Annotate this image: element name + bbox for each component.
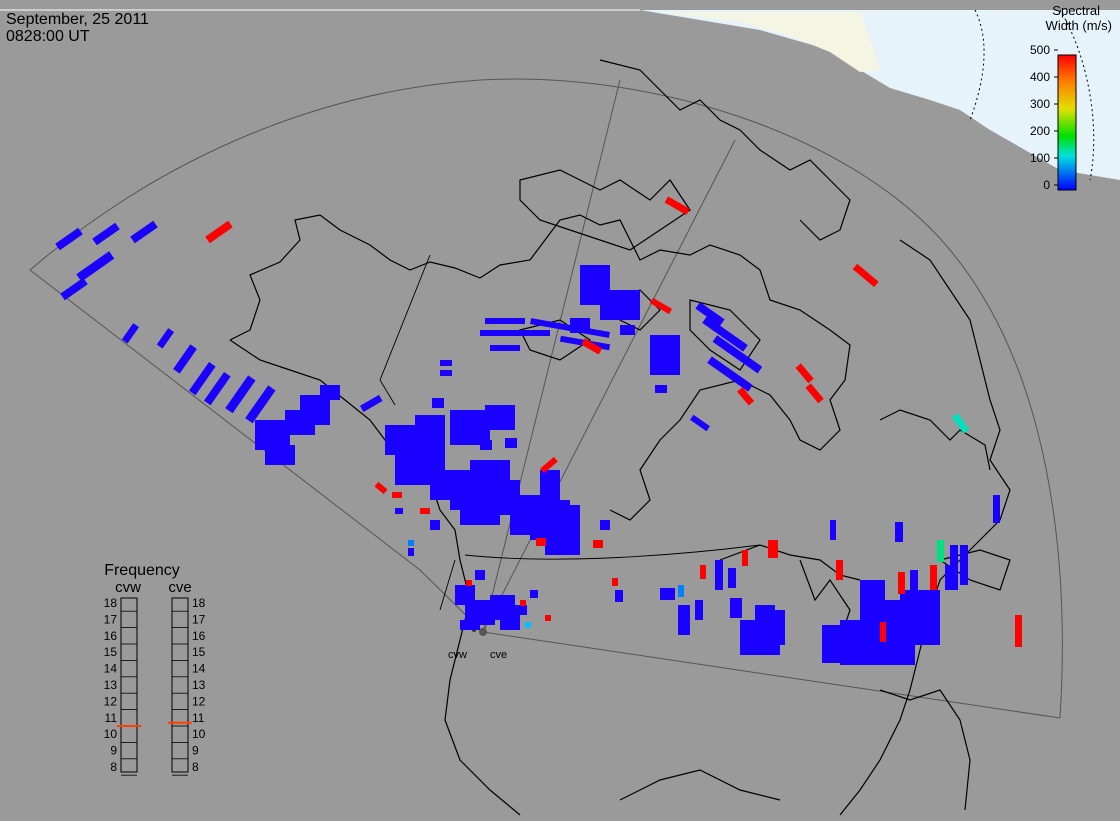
- frequency-column-cve: [171, 597, 189, 773]
- colorbar-tick-label: 400: [1030, 70, 1050, 84]
- echo-cells-low-width: [55, 220, 1000, 665]
- frequency-level-label: 8: [110, 760, 117, 774]
- frequency-level-label: 9: [192, 744, 199, 758]
- colorbar-gradient: [1057, 54, 1077, 191]
- frequency-level-label: 10: [104, 727, 118, 741]
- colorbar-title-line1: Spectral: [1052, 3, 1100, 18]
- colorbar-title-line2: Width (m/s): [1046, 18, 1112, 33]
- frequency-cve-label: cve: [168, 579, 191, 596]
- echo-cells-high-width: [205, 196, 1022, 647]
- frequency-level-label: 13: [104, 678, 118, 692]
- frequency-scale: 18 17 16 15 14 13 12 11 10 9 8 18 17 16 15 14 13 12 11 10 9 8: [104, 596, 206, 776]
- frequency-level-label: 15: [104, 645, 118, 659]
- colorbar-tick-label: 100: [1030, 151, 1050, 165]
- radar-label-cvw: cvw: [448, 649, 467, 661]
- frequency-cvw-label: cvw: [115, 579, 141, 596]
- frequency-level-label: 9: [110, 744, 117, 758]
- colorbar-tick-label: 300: [1030, 97, 1050, 111]
- frequency-title: Frequency: [104, 562, 180, 579]
- frequency-level-label: 16: [192, 629, 206, 643]
- frequency-level-label: 17: [192, 612, 206, 626]
- frequency-level-label: 12: [104, 694, 118, 708]
- radar-label-cve: cve: [490, 649, 507, 661]
- frequency-level-label: 10: [192, 727, 206, 741]
- frequency-level-label: 14: [192, 662, 206, 676]
- frequency-level-label: 18: [104, 596, 118, 610]
- spectral-width-colorbar: Spectral Width (m/s) 500 400 300 200 100 0: [1030, 3, 1112, 192]
- political-borders: [379, 254, 761, 611]
- frequency-level-label: 11: [105, 711, 118, 725]
- field-of-view-outline: [29, 78, 1063, 719]
- frequency-level-label: 13: [192, 678, 206, 692]
- time-label: 0828:00 UT: [6, 28, 90, 45]
- frequency-level-label: 8: [192, 760, 199, 774]
- polar-ocean-region: [640, 10, 1120, 180]
- date-label: September, 25 2011: [6, 11, 149, 28]
- frequency-level-label: 12: [192, 694, 206, 708]
- colorbar-ticks: 500 400 300 200 100 0: [1030, 43, 1058, 192]
- echo-cells-mid-width: [408, 413, 970, 628]
- colorbar-tick-label: 0: [1043, 178, 1050, 192]
- colorbar-tick-label: 200: [1030, 124, 1050, 138]
- frequency-panel: Frequency cvw cve 1817161514131211109818…: [104, 562, 206, 776]
- frequency-level-label: 11: [192, 711, 205, 725]
- frequency-level-label: 18: [192, 596, 206, 610]
- frequency-level-label: 15: [192, 645, 206, 659]
- frequency-level-label: 16: [104, 629, 118, 643]
- frequency-column-cvw: [120, 597, 138, 773]
- frequency-level-label: 14: [104, 662, 118, 676]
- greenland-land: [660, 12, 880, 72]
- frequency-level-label: 17: [104, 612, 118, 626]
- colorbar-tick-label: 500: [1030, 43, 1050, 57]
